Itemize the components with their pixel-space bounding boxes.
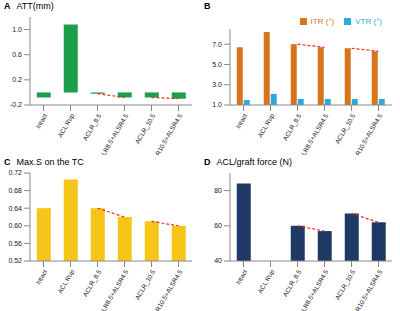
svg-text:ACLR_8.5: ACLR_8.5 — [81, 267, 103, 297]
svg-text:ACLR10.5+ALSR4.5: ACLR10.5+ALSR4.5 — [147, 112, 183, 155]
svg-text:ACLR_10.5: ACLR_10.5 — [133, 112, 157, 145]
svg-text:0.52: 0.52 — [8, 257, 22, 264]
svg-text:40: 40 — [214, 257, 222, 264]
html-text:Max.S on the TC: Max.S on the TC — [16, 156, 84, 167]
svg-text:ACLR_8.5: ACLR_8.5 — [281, 112, 303, 142]
svg-text:ACLR_8.5: ACLR_8.5 — [81, 112, 103, 142]
svg-text:0.72: 0.72 — [8, 169, 22, 176]
svg-text:1.0: 1.0 — [212, 101, 222, 108]
svg-text:ACLR_8.5: ACLR_8.5 — [281, 267, 303, 297]
svg-text:ACL Rup: ACL Rup — [56, 267, 76, 294]
svg-text:0.64: 0.64 — [8, 204, 22, 211]
svg-text:0.2: 0.2 — [12, 76, 22, 83]
svg-text:ACLR8.5+ALSR4.5: ACLR8.5+ALSR4.5 — [295, 267, 329, 310]
html-text:C: C — [4, 156, 11, 167]
svg-text:60: 60 — [214, 222, 222, 229]
html-text:ITR (°): ITR (°) — [310, 17, 335, 26]
svg-text:7.0: 7.0 — [212, 41, 222, 48]
svg-text:ACL Rup: ACL Rup — [256, 112, 276, 139]
svg-text:ACLR10.5+ALSR4.5: ACLR10.5+ALSR4.5 — [347, 267, 383, 310]
svg-text:ACLR10.5+ALSR4.5: ACLR10.5+ALSR4.5 — [347, 112, 383, 155]
svg-text:ACLR8.5+ALSR4.5: ACLR8.5+ALSR4.5 — [95, 112, 129, 155]
svg-text:ACLR_10.5: ACLR_10.5 — [333, 112, 357, 145]
svg-text:ACLR_10.5: ACLR_10.5 — [333, 267, 357, 300]
svg-text:ACLR10.5+ALSR4.5: ACLR10.5+ALSR4.5 — [147, 267, 183, 310]
html-text:A: A — [4, 1, 11, 11]
svg-text:Intact: Intact — [34, 268, 48, 285]
html-text:ATT(mm): ATT(mm) — [16, 1, 54, 11]
svg-text:ACL Rup: ACL Rup — [56, 112, 76, 139]
html-text:ACL/graft force (N): ACL/graft force (N) — [216, 156, 292, 167]
svg-text:ACL Rup: ACL Rup — [256, 267, 276, 294]
svg-text:3.0: 3.0 — [212, 81, 222, 88]
svg-text:5.0: 5.0 — [212, 61, 222, 68]
svg-text:80: 80 — [214, 187, 222, 194]
svg-text:ACLR_10.5: ACLR_10.5 — [133, 267, 157, 300]
svg-text:0.6: 0.6 — [12, 51, 22, 58]
svg-text:Intact: Intact — [34, 112, 48, 129]
svg-text:ACLR8.5+ALSR4.5: ACLR8.5+ALSR4.5 — [95, 267, 129, 310]
html-text:D: D — [204, 156, 211, 167]
html-text:VTR (°): VTR (°) — [355, 17, 382, 26]
svg-text:Intact: Intact — [234, 112, 248, 129]
svg-text:0.60: 0.60 — [8, 222, 22, 229]
svg-text:-0.2: -0.2 — [10, 101, 22, 108]
svg-text:ACLR8.5+ALSR4.5: ACLR8.5+ALSR4.5 — [295, 112, 329, 155]
svg-text:0.68: 0.68 — [8, 187, 22, 194]
svg-text:Intact: Intact — [234, 268, 248, 285]
html-text:B: B — [204, 1, 211, 11]
svg-text:1.0: 1.0 — [12, 26, 22, 33]
svg-text:0.56: 0.56 — [8, 239, 22, 246]
